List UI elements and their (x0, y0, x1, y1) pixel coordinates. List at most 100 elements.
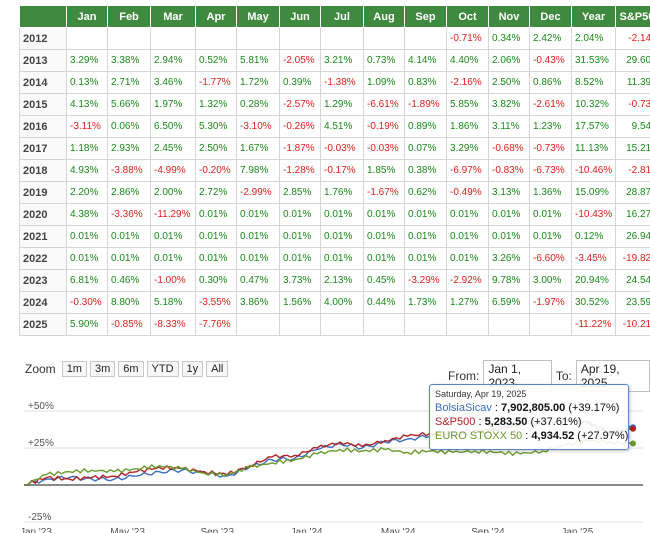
month-return-cell: 2.71% (107, 71, 151, 94)
month-return-cell: 0.01% (279, 247, 321, 270)
month-return-cell: 1.23% (529, 115, 572, 138)
y-tick-label: +50% (28, 401, 54, 412)
month-return-cell: -6.97% (446, 159, 489, 182)
month-return-cell (320, 313, 364, 336)
year-cell: 2025 (19, 313, 67, 336)
tooltip-pct: (+39.17%) (568, 402, 620, 414)
year-cell: 2021 (19, 225, 67, 248)
month-return-cell: 0.01% (446, 203, 489, 226)
month-return-cell: 0.01% (363, 203, 405, 226)
zoom-6m-button[interactable]: 6m (118, 361, 144, 377)
to-label: To: (555, 369, 572, 383)
x-tick-label: May '23 (110, 527, 145, 533)
table-row: 2021 0.01% 0.01% 0.01% 0.01% 0.01% 0.01% 0.01% 0… (19, 225, 650, 248)
month-return-cell: -1.38% (320, 71, 364, 94)
month-return-cell: 1.86% (446, 115, 489, 138)
year-cell: 2020 (19, 203, 67, 226)
month-return-cell: 5.30% (195, 115, 237, 138)
month-return-cell: 4.93% (66, 159, 108, 182)
month-return-cell: -3.36% (107, 203, 151, 226)
month-return-cell: 1.32% (195, 93, 237, 116)
month-return-cell: -4.99% (150, 159, 196, 182)
month-return-cell: 1.36% (529, 181, 572, 204)
month-return-cell (236, 27, 280, 50)
year-cell: 2014 (19, 71, 67, 94)
month-return-cell: -3.10% (236, 115, 280, 138)
month-return-cell (404, 27, 447, 50)
month-return-cell: 0.13% (66, 71, 108, 94)
month-return-cell: -0.71% (446, 27, 489, 50)
zoom-ytd-button[interactable]: YTD (146, 361, 179, 377)
month-return-cell: 0.52% (195, 49, 237, 72)
year-return-cell: 8.52% (571, 71, 616, 94)
month-return-cell: 5.90% (66, 313, 108, 336)
month-return-cell: 5.85% (446, 93, 489, 116)
month-return-cell: 4.40% (446, 49, 489, 72)
month-return-cell: -2.05% (279, 49, 321, 72)
month-return-cell (195, 27, 237, 50)
sp500-cell: -2.14% (615, 27, 650, 50)
month-return-cell: -0.83% (488, 159, 530, 182)
year-return-cell: 31.53% (571, 49, 616, 72)
zoom-all-button[interactable]: All (206, 361, 229, 377)
month-return-cell: 0.01% (404, 225, 447, 248)
sp500-cell: 15.21% (615, 137, 650, 160)
month-return-cell: -2.16% (446, 71, 489, 94)
month-return-cell: 0.73% (363, 49, 405, 72)
month-return-cell: 0.01% (446, 225, 489, 248)
tooltip-date: Saturday, Apr 19, 2025 (435, 389, 527, 399)
month-return-cell: 0.30% (195, 269, 237, 292)
table-row: 2018 4.93% -3.88% -4.99% -0.20% 7.98% -1.28% -0… (19, 159, 650, 182)
month-return-cell: 3.00% (529, 269, 572, 292)
month-return-cell: 0.44% (363, 291, 405, 314)
month-return-cell (488, 313, 530, 336)
month-return-cell: -1.89% (404, 93, 447, 116)
month-return-cell: 0.01% (150, 225, 196, 248)
month-return-cell: 2.85% (279, 181, 321, 204)
tooltip-series-name: S&P500 (435, 416, 476, 428)
column-header: Jul (320, 5, 364, 28)
zoom-3m-button[interactable]: 3m (89, 361, 116, 377)
month-return-cell: -11.29% (150, 203, 196, 226)
sp500-cell: -2.81% (615, 159, 650, 182)
month-return-cell: -2.61% (529, 93, 572, 116)
month-return-cell (107, 27, 151, 50)
month-return-cell: 1.18% (66, 137, 108, 160)
month-return-cell: 1.09% (363, 71, 405, 94)
month-return-cell (320, 27, 364, 50)
month-return-cell: 0.38% (404, 159, 447, 182)
month-return-cell: -6.73% (529, 159, 572, 182)
month-return-cell: 0.01% (107, 225, 151, 248)
month-return-cell: 0.01% (404, 247, 447, 270)
table-header-row: Jan Feb Mar Apr May Jun Jul Aug Sep Oct Nov Dec Year… (19, 5, 650, 28)
year-cell: 2017 (19, 137, 67, 160)
month-return-cell (236, 313, 280, 336)
year-cell: 2024 (19, 291, 67, 314)
month-return-cell (66, 27, 108, 50)
month-return-cell: 4.14% (404, 49, 447, 72)
zoom-1m-button[interactable]: 1m (61, 361, 87, 377)
year-cell: 2019 (19, 181, 67, 204)
month-return-cell: 6.50% (150, 115, 196, 138)
table-row: 2016 -3.11% 0.06% 6.50% 5.30% -3.10% -0.26% 4.5… (19, 115, 650, 138)
column-header: Sep (404, 5, 447, 28)
x-tick-label: Sep '24 (471, 527, 505, 533)
sp500-cell: 23.59% (615, 291, 650, 314)
year-return-cell: 11.13% (571, 137, 616, 160)
year-return-cell: -10.43% (571, 203, 616, 226)
month-return-cell: 0.47% (236, 269, 280, 292)
tooltip-sep: : (525, 430, 529, 442)
month-return-cell: -2.92% (446, 269, 489, 292)
column-header: S&P500 (615, 5, 650, 28)
month-return-cell: -1.67% (363, 181, 405, 204)
zoom-1y-button[interactable]: 1y (181, 361, 204, 377)
month-return-cell: 4.38% (66, 203, 108, 226)
month-return-cell: 0.01% (150, 247, 196, 270)
month-return-cell: 0.01% (236, 247, 280, 270)
month-return-cell: 0.45% (363, 269, 405, 292)
column-header: May (236, 5, 280, 28)
month-return-cell: -0.26% (279, 115, 321, 138)
month-return-cell: 0.01% (279, 225, 321, 248)
year-cell: 2015 (19, 93, 67, 116)
year-return-cell: 20.94% (571, 269, 616, 292)
